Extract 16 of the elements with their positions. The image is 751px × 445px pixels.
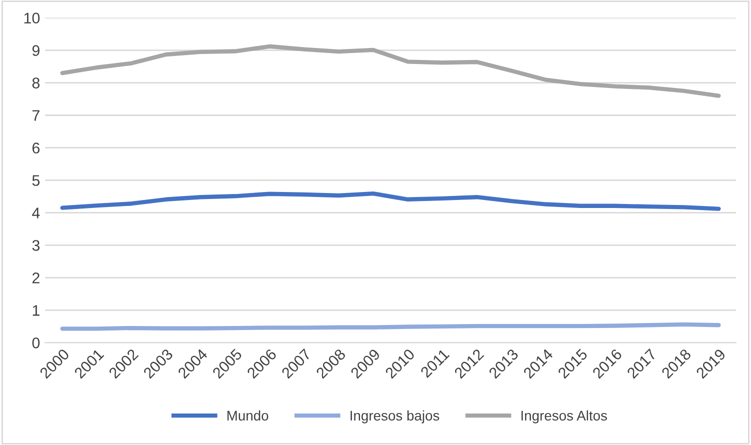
y-tick-label: 1 (32, 305, 40, 316)
y-tick-label: 3 (32, 240, 40, 251)
y-tick-label: 7 (32, 110, 40, 121)
legend-label: Ingresos Altos (522, 410, 607, 424)
y-tick-label: 9 (32, 45, 40, 56)
line-series (60, 44, 721, 98)
legend-label: Ingresos bajos (350, 410, 440, 424)
y-tick-label: 8 (32, 78, 40, 88)
legend-label: Mundo (227, 410, 268, 421)
y-tick-label: 10 (24, 12, 40, 24)
y-tick-label: 2 (32, 272, 40, 284)
y-tick-label: 4 (32, 208, 40, 218)
y-tick-label: 5 (32, 175, 40, 186)
y-tick-label: 0 (32, 338, 40, 348)
line-series (60, 191, 721, 211)
y-tick-label: 6 (32, 142, 40, 154)
